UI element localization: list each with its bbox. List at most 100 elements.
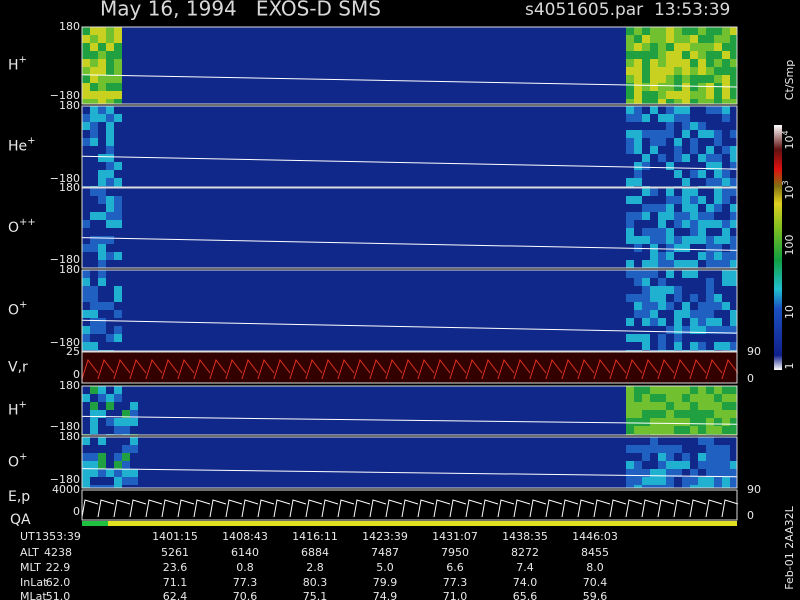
spectrogram-cell <box>706 178 714 186</box>
spectrogram-cell <box>90 342 98 350</box>
cell: 1423:39 <box>362 530 408 543</box>
spectrogram-cell <box>626 212 634 220</box>
spectrogram-cell <box>674 318 682 326</box>
spectrogram-cell <box>706 386 714 394</box>
spectrogram-cell <box>730 188 737 196</box>
spectrogram-cell <box>98 99 106 104</box>
spectrogram-cell <box>642 43 650 51</box>
spectrogram-cell <box>642 334 650 342</box>
spectrogram-cell <box>698 228 706 236</box>
cell: 8455 <box>581 546 609 559</box>
spectrogram-cell <box>114 326 122 334</box>
spectrogram-cell <box>690 410 698 418</box>
spectrogram-cell <box>634 146 642 154</box>
spectrogram-cell <box>698 43 706 51</box>
spectrogram-cell <box>682 326 690 334</box>
cell: 2.8 <box>306 561 324 574</box>
spectrogram-cell <box>682 477 690 485</box>
row-label: MLat <box>20 590 47 600</box>
spectrogram-cell <box>730 27 737 35</box>
spectrogram-cell <box>98 212 106 220</box>
spectrogram-cell <box>730 386 737 394</box>
spectrogram-cell <box>634 236 642 244</box>
spectrogram-cell <box>722 146 730 154</box>
spectrogram-cell <box>650 477 658 485</box>
spectrogram-cell <box>658 386 666 394</box>
spectrogram-cell <box>714 386 722 394</box>
spectrogram-cell <box>98 278 106 286</box>
spectrogram-cell <box>706 244 714 252</box>
pitch-trace <box>81 319 738 334</box>
spectrogram-cell <box>642 35 650 43</box>
spectrogram-cell <box>650 204 658 212</box>
spectrogram-cell <box>666 418 674 426</box>
cell: 5.0 <box>376 561 394 574</box>
spectrogram-cell <box>690 342 698 350</box>
spectrogram-cell <box>730 204 737 212</box>
spectrogram-cell <box>90 91 98 99</box>
label-charge: + <box>19 452 27 463</box>
spectrogram-cell <box>130 445 138 453</box>
spectrogram-cell <box>114 461 122 469</box>
velocity-trace <box>81 358 739 380</box>
spectrogram-cell <box>666 228 674 236</box>
spectrogram-cell <box>642 51 650 59</box>
spectrogram-cell <box>698 394 706 402</box>
spectrogram-cell <box>106 35 114 43</box>
spectrogram-cell <box>698 310 706 318</box>
spectrogram-cell <box>714 485 722 488</box>
spectrogram-cell <box>130 410 138 418</box>
spectrogram-cell <box>650 402 658 410</box>
spectrogram-cell <box>98 437 106 445</box>
y-tick-label: 180 <box>59 379 80 392</box>
spectrogram-cell <box>690 35 698 43</box>
spectrogram-cell <box>114 99 122 104</box>
spectrogram-cell <box>698 252 706 260</box>
cell: 1438:35 <box>502 530 548 543</box>
spectrogram-cell <box>674 326 682 334</box>
spectrogram-cell <box>650 260 658 268</box>
colorbar-base: 100 <box>783 235 796 256</box>
spectrogram-cell <box>626 477 634 485</box>
spectrogram-cell <box>642 83 650 91</box>
spectrogram-cell <box>674 114 682 122</box>
spectrogram-cell <box>90 188 98 196</box>
spectrogram-cell <box>658 220 666 228</box>
spectrogram-cell <box>666 394 674 402</box>
spectrogram-cell <box>642 418 650 426</box>
spectrogram-cell <box>82 51 90 59</box>
spectrogram-cell <box>650 310 658 318</box>
spectrogram-cell <box>106 196 114 204</box>
spectrogram-cell <box>626 469 634 477</box>
spectrogram-cell <box>698 402 706 410</box>
spectrogram-cell <box>642 130 650 138</box>
cell: 51.0 <box>46 590 71 600</box>
spectrogram-cell <box>730 410 737 418</box>
title: May 16, 1994 EXOS-D SMS <box>100 0 381 21</box>
spectrogram-cell <box>658 469 666 477</box>
spectrogram-cell <box>674 294 682 302</box>
spectrogram-cell <box>650 485 658 488</box>
spectrogram-cell <box>714 188 722 196</box>
spectrogram-cell <box>666 270 674 278</box>
spectrogram-cell <box>650 43 658 51</box>
label-charge: + <box>27 136 35 147</box>
spectrogram-cell <box>114 334 122 342</box>
spectrogram-cell <box>722 386 730 394</box>
spectrogram-cell <box>658 302 666 310</box>
spectrogram-cell <box>682 236 690 244</box>
spectrogram-cell <box>658 278 666 286</box>
spectrogram-cell <box>106 402 114 410</box>
spectrogram-cell <box>714 252 722 260</box>
spectrogram-cell <box>658 410 666 418</box>
spectrogram-cell <box>90 461 98 469</box>
spectrogram-cell <box>698 236 706 244</box>
spectrogram-cell <box>658 91 666 99</box>
spectrogram-cell <box>730 426 737 434</box>
spectrogram-cell <box>698 35 706 43</box>
panel-frame <box>81 385 738 436</box>
spectrogram-cell <box>674 310 682 318</box>
spectrogram-cell <box>642 236 650 244</box>
qa-bar <box>82 521 108 526</box>
